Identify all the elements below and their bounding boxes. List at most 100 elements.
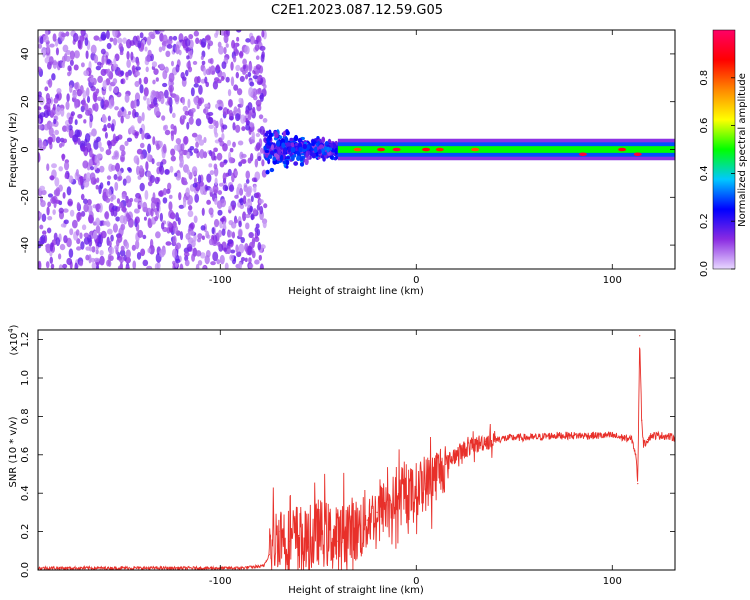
spectrogram-noise-cell <box>204 76 208 84</box>
spectrogram-noise-cell <box>39 185 46 191</box>
spectrogram-x-tick-label: 100 <box>603 275 622 286</box>
spectrogram-noise-cell <box>168 72 175 83</box>
spectrogram-noise-cell <box>39 195 43 203</box>
spectrogram-noise-cell <box>105 30 110 40</box>
spectrogram-signal-cell <box>286 156 290 160</box>
spectrogram-noise-cell <box>74 50 80 59</box>
spectrogram-noise-cell <box>110 123 115 132</box>
spectrogram-noise-cell <box>53 118 57 125</box>
spectrogram-noise-cell <box>197 237 202 243</box>
colorbar-tick-label: 0.2 <box>699 213 710 229</box>
spectrogram-noise-cell <box>70 111 76 117</box>
spectrogram-noise-cell <box>69 84 73 94</box>
spectrogram-noise-cell <box>68 248 74 259</box>
spectrogram-noise-cell <box>52 209 56 215</box>
spectrogram-noise-cell <box>134 92 141 102</box>
snr-point <box>317 531 319 533</box>
spectrogram-noise-cell <box>245 178 250 184</box>
spectrogram-noise-cell <box>112 78 118 85</box>
spectrogram-noise-cell <box>245 73 249 80</box>
spectrogram-noise-cell <box>149 174 156 184</box>
spectrogram-noise-cell <box>249 81 255 87</box>
spectrogram-signal-cell <box>297 137 303 143</box>
spectrogram-noise-cell <box>133 155 140 164</box>
spectrogram-noise-cell <box>83 198 88 205</box>
spectrogram-peak <box>578 152 587 157</box>
spectrogram-noise-cell <box>162 143 167 154</box>
spectrogram-noise-cell <box>227 239 234 245</box>
spectrogram-noise-cell <box>245 222 250 230</box>
spectrogram-noise-cell <box>226 139 232 147</box>
snr-point <box>464 448 466 450</box>
spectrogram-noise-cell <box>189 145 195 151</box>
spectrogram-noise-cell <box>193 96 199 104</box>
spectrogram-noise-cell <box>158 190 164 197</box>
snr-y-tick-label: 1.0 <box>20 370 31 386</box>
spectrogram-noise-cell <box>262 118 268 123</box>
spectrogram-noise-cell <box>162 70 168 80</box>
spectrogram-noise-cell <box>170 212 176 220</box>
spectrogram-noise-cell <box>231 231 236 239</box>
spectrogram-noise-cell <box>184 259 190 267</box>
spectrogram-noise-cell <box>126 137 133 143</box>
spectrogram-signal-cell <box>270 144 274 150</box>
spectrogram-noise-cell <box>228 184 235 192</box>
spectrogram-noise-cell <box>125 256 131 264</box>
spectrogram-noise-cell <box>125 175 132 184</box>
spectrogram-noise-cell <box>75 229 80 236</box>
spectrogram-noise-cell <box>69 228 74 236</box>
spectrogram-noise-cell <box>92 91 98 102</box>
spectrogram-noise-cell <box>194 76 199 84</box>
spectrogram-noise-cell <box>72 134 79 143</box>
spectrogram-noise-cell <box>69 209 75 217</box>
spectrogram-noise-cell <box>207 116 213 124</box>
spectrogram-noise-cell <box>92 230 98 240</box>
spectrogram-noise-cell <box>254 259 260 265</box>
spectrogram-noise-cell <box>166 43 173 49</box>
spectrogram-noise-cell <box>213 163 218 170</box>
spectrogram-signal-cell <box>269 150 275 156</box>
spectrogram-peak <box>353 147 362 152</box>
spectrogram-noise-cell <box>179 157 184 167</box>
spectrogram-signal-cell <box>293 161 299 166</box>
spectrogram-noise-cell <box>235 113 241 122</box>
spectrogram-noise-cell <box>58 207 64 214</box>
spectrogram-signal-cell <box>313 146 318 154</box>
snr-point <box>307 546 310 548</box>
spectrogram-noise-cell <box>125 71 129 78</box>
spectrogram-signal-cell <box>265 153 269 158</box>
spectrogram-noise-cell <box>251 239 256 248</box>
spectrogram-signal-cell <box>286 130 290 136</box>
spectrogram-noise-cell <box>125 249 131 259</box>
spectrogram-noise-cell <box>207 42 211 50</box>
spectrogram-noise-cell <box>146 134 152 140</box>
spectrogram-noise-cell <box>179 263 184 269</box>
spectrogram-noise-cell <box>39 36 44 45</box>
spectrogram-noise-cell <box>175 64 180 73</box>
spectrogram-noise-cell <box>250 213 254 221</box>
spectrogram-noise-cell <box>100 48 106 55</box>
spectrogram-noise-cell <box>140 153 144 160</box>
spectrogram-noise-cell <box>172 35 178 41</box>
snr-marks <box>38 335 675 570</box>
spectrogram-noise-cell <box>74 119 78 126</box>
spectrogram-noise-cell <box>107 122 112 129</box>
spectrogram-noise-cell <box>155 143 160 151</box>
spectrogram-noise-cell <box>198 84 203 95</box>
spectrogram-noise-cell <box>139 32 144 39</box>
spectrogram-noise-cell <box>225 43 229 48</box>
spectrogram-noise-cell <box>51 163 57 169</box>
spectrogram-noise-cell <box>117 170 122 176</box>
spectrogram-noise-cell <box>259 263 264 269</box>
spectrogram-noise-cell <box>45 261 50 269</box>
spectrogram-noise-cell <box>85 254 90 261</box>
snr-y-tick-label: 0.4 <box>20 485 31 501</box>
spectrogram-noise-cell <box>254 44 260 52</box>
spectrogram-noise-cell <box>69 59 74 66</box>
spectrogram-noise-cell <box>201 207 205 217</box>
spectrogram-noise-cell <box>163 89 169 99</box>
snr-x-axis-label: Height of straight line (km) <box>288 585 424 596</box>
snr-x-tick-label: 100 <box>603 576 622 587</box>
spectrogram-noise-cell <box>228 99 233 108</box>
spectrogram-noise-cell <box>197 174 202 184</box>
